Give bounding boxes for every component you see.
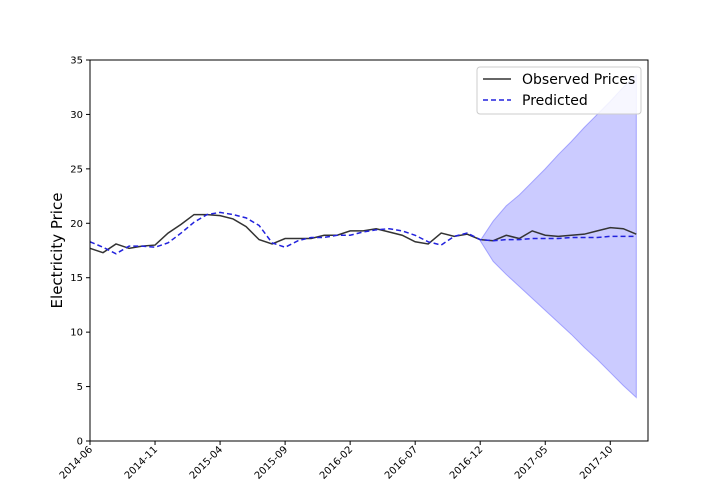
x-tick-label: 2016-07: [383, 444, 420, 481]
y-tick-label: 30: [70, 110, 83, 121]
x-tick-label: 2016-02: [318, 444, 355, 481]
y-tick-label: 35: [70, 56, 83, 67]
legend-label-observed: Observed Prices: [522, 72, 635, 88]
y-axis-label: Electricity Price: [48, 193, 66, 309]
legend: Observed Prices Predicted: [476, 66, 642, 115]
y-tick-label: 25: [70, 164, 83, 175]
series-line-observed: [89, 213, 637, 254]
legend-box: [476, 66, 642, 115]
series-line-predicted: [89, 211, 637, 255]
y-tick-label: 20: [70, 219, 83, 230]
y-tick-label: 5: [77, 382, 83, 393]
plot-area-frame: [89, 59, 649, 442]
y-axis: 0 5 10 15 20 25 30 35: [70, 56, 90, 448]
x-tick-label: 2014-06: [58, 444, 95, 481]
x-tick-label: 2015-04: [188, 444, 225, 481]
x-tick-label: 2017-10: [578, 444, 615, 481]
x-tick-label: 2014-11: [123, 444, 160, 481]
y-tick-label: 10: [70, 328, 83, 339]
x-axis: 2014-06 2014-11 2015-04 2015-09 2016-02 2016-…: [58, 441, 615, 482]
x-tick-label: 2016-12: [448, 444, 485, 481]
y-tick-label: 0: [77, 437, 83, 448]
series-layer: [89, 211, 637, 255]
y-tick-label: 15: [70, 273, 83, 284]
x-tick-label: 2017-05: [513, 444, 550, 481]
x-tick-label: 2015-09: [253, 444, 290, 481]
legend-label-predicted: Predicted: [522, 93, 588, 109]
